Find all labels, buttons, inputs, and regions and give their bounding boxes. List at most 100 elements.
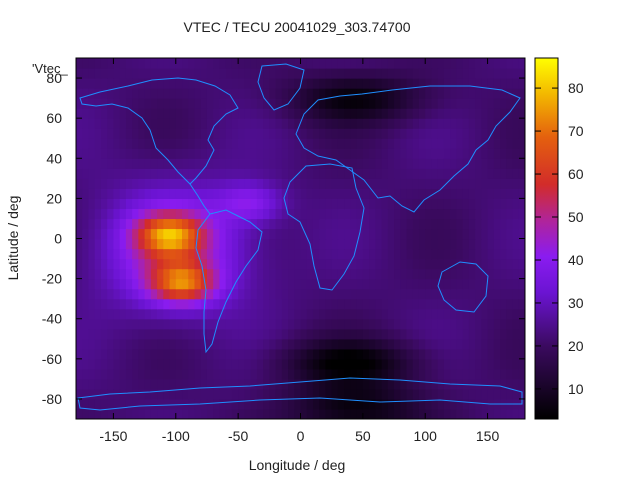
heatmap-cell	[344, 408, 351, 419]
heatmap-cell	[462, 108, 470, 119]
heatmap-cell	[107, 408, 115, 419]
heatmap-cell	[200, 98, 208, 109]
heatmap-cell	[144, 238, 152, 250]
heatmap-cell	[431, 68, 439, 79]
heatmap-cell	[306, 188, 314, 199]
heatmap-cell	[100, 228, 108, 240]
heatmap-cell	[132, 178, 139, 189]
heatmap-cell	[306, 278, 314, 290]
heatmap-cell	[312, 338, 320, 350]
heatmap-cell	[369, 268, 376, 280]
heatmap-cell	[387, 58, 395, 69]
heatmap-cell	[250, 148, 258, 159]
heatmap-cell	[138, 188, 146, 199]
heatmap-cell	[250, 318, 258, 330]
heatmap-cell	[406, 368, 414, 380]
heatmap-cell	[518, 228, 525, 240]
heatmap-cell	[500, 108, 507, 119]
heatmap-cell	[475, 268, 482, 280]
heatmap-cell	[431, 258, 439, 270]
heatmap-cell	[493, 348, 501, 360]
heatmap-cell	[88, 308, 96, 320]
heatmap-cell	[381, 388, 389, 400]
heatmap-cell	[462, 198, 470, 210]
heatmap-cell	[362, 288, 370, 300]
heatmap-cell	[169, 398, 177, 410]
heatmap-cell	[144, 228, 152, 240]
heatmap-cell	[144, 398, 152, 410]
heatmap-cell	[182, 58, 189, 69]
heatmap-cell	[288, 188, 295, 199]
heatmap-cell	[375, 248, 383, 260]
heatmap-cell	[163, 138, 171, 149]
heatmap-cell	[387, 308, 395, 320]
heatmap-cell	[206, 218, 214, 230]
heatmap-cell	[331, 78, 339, 89]
heatmap-cell	[425, 128, 433, 139]
heatmap-cell	[450, 318, 458, 330]
heatmap-cell	[294, 68, 302, 79]
heatmap-cell	[113, 108, 121, 119]
heatmap-cell	[443, 238, 451, 250]
heatmap-cell	[88, 178, 96, 189]
heatmap-cell	[500, 178, 507, 189]
heatmap-cell	[400, 268, 408, 280]
heatmap-cell	[512, 388, 520, 400]
heatmap-cell	[263, 158, 270, 169]
heatmap-cell	[443, 368, 451, 380]
heatmap-cell	[138, 198, 146, 210]
heatmap-cell	[288, 168, 295, 179]
heatmap-cell	[219, 378, 227, 390]
heatmap-cell	[88, 248, 96, 260]
heatmap-cell	[337, 278, 345, 290]
heatmap-cell	[481, 88, 489, 99]
heatmap-cell	[113, 88, 121, 99]
heatmap-cell	[113, 288, 121, 300]
heatmap-cell	[294, 198, 302, 210]
heatmap-cell	[169, 158, 177, 169]
heatmap-cell	[76, 118, 83, 129]
heatmap-cell	[194, 388, 202, 400]
heatmap-cell	[387, 68, 395, 79]
heatmap-cell	[238, 168, 245, 179]
heatmap-cell	[418, 298, 426, 310]
heatmap-cell	[381, 348, 389, 360]
y-tick-label: 60	[46, 110, 62, 126]
heatmap-cell	[263, 278, 270, 290]
heatmap-cell	[387, 408, 395, 419]
heatmap-cell	[157, 268, 164, 280]
heatmap-cell	[157, 278, 164, 290]
heatmap-cell	[518, 408, 525, 419]
heatmap-cell	[506, 268, 514, 280]
heatmap-cell	[431, 238, 439, 250]
heatmap-cell	[337, 58, 345, 69]
heatmap-cell	[456, 128, 464, 139]
heatmap-cell	[418, 238, 426, 250]
heatmap-cell	[306, 258, 314, 270]
heatmap-cell	[100, 148, 108, 159]
heatmap-cell	[362, 68, 370, 79]
heatmap-cell	[200, 258, 208, 270]
heatmap-cell	[375, 368, 383, 380]
heatmap-cell	[194, 98, 202, 109]
heatmap-cell	[76, 348, 83, 360]
heatmap-cell	[163, 198, 171, 210]
heatmap-cell	[400, 218, 408, 230]
heatmap-cell	[169, 148, 177, 159]
heatmap-cell	[125, 198, 133, 210]
heatmap-cell	[76, 338, 83, 350]
heatmap-cell	[288, 368, 295, 380]
heatmap-cell	[325, 238, 333, 250]
heatmap-cell	[200, 168, 208, 179]
heatmap-cell	[263, 318, 270, 330]
heatmap-cell	[412, 358, 420, 370]
heatmap-cell	[425, 308, 433, 320]
heatmap-cell	[356, 408, 364, 419]
heatmap-cell	[269, 178, 277, 189]
heatmap-cell	[107, 188, 115, 199]
heatmap-cell	[88, 98, 96, 109]
heatmap-cell	[394, 308, 401, 320]
heatmap-cell	[400, 278, 408, 290]
heatmap-cell	[169, 178, 177, 189]
